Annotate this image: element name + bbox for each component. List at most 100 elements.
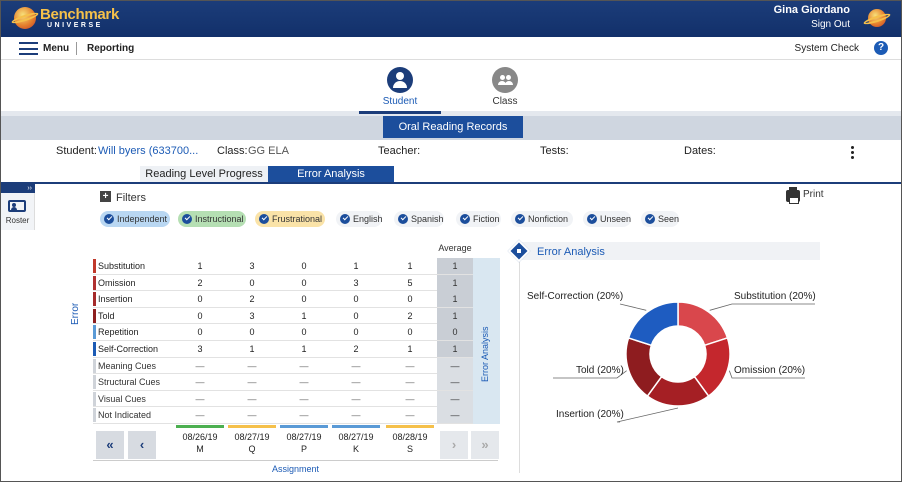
table-row: Repetition 0 0 0 0 0 0 [93, 324, 473, 341]
filter-chip-spanish[interactable]: Spanish [394, 211, 444, 227]
error-analysis-title: Error Analysis [537, 246, 605, 258]
planet-logo-icon [14, 7, 36, 29]
assignment-level: S [406, 444, 413, 454]
hamburger-menu-icon[interactable] [19, 42, 38, 55]
error-count-cell: — [351, 377, 361, 388]
error-type-name: Not Indicated [98, 410, 152, 421]
error-analysis-side-panel[interactable] [473, 258, 500, 424]
error-count-cell: 0 [197, 294, 203, 305]
student-view-toggle[interactable]: Student [370, 67, 430, 107]
filter-chip-nonfiction[interactable]: Nonfiction [511, 211, 573, 227]
logo-subtitle: UNIVERSE [47, 22, 103, 29]
assignment-column[interactable]: 08/27/19 P [280, 425, 328, 454]
table-row: Told 0 3 1 0 2 1 [93, 307, 473, 325]
tab-error-analysis[interactable]: Error Analysis [268, 166, 394, 183]
error-count-cell: 1 [249, 344, 255, 354]
sign-out-link[interactable]: Sign Out [811, 19, 850, 30]
donut-leader-line [728, 370, 805, 379]
error-type-name: Structural Cues [98, 377, 161, 388]
group-icon [492, 67, 518, 93]
error-count-cell: — [247, 410, 257, 421]
assignment-column[interactable]: 08/27/19 K [332, 425, 380, 454]
error-count-cell: — [405, 377, 415, 388]
filter-chip-label: English [353, 214, 383, 224]
assignment-column[interactable]: 08/28/19 S [386, 425, 434, 454]
assignment-level-strip [386, 425, 434, 428]
roster-expand-icon[interactable]: ›› [0, 184, 35, 193]
assignment-axis-line [93, 460, 498, 461]
error-count-cell: 3 [197, 344, 203, 354]
system-check-link[interactable]: System Check [794, 43, 859, 54]
error-count-cell: — [351, 410, 361, 421]
teacher-label[interactable]: Teacher: [378, 145, 421, 157]
error-count-cell: 0 [197, 327, 203, 338]
assignment-column[interactable]: 08/27/19 Q [228, 425, 276, 454]
error-type-color-bar [93, 259, 96, 273]
error-count-cell: — [195, 410, 205, 421]
donut-slice-self-correction[interactable] [627, 301, 679, 347]
filter-chip-frustrational[interactable]: Frustrational [255, 211, 325, 227]
dates-label[interactable]: Dates: [684, 145, 716, 157]
filter-chip-label: Fiction [473, 214, 500, 224]
menu-button[interactable]: Menu [43, 43, 70, 54]
filter-chip-fiction[interactable]: Fiction [456, 211, 501, 227]
last-page-button[interactable]: » [471, 431, 499, 459]
class-view-toggle[interactable]: Class [475, 67, 535, 107]
error-type-color-bar [93, 292, 96, 307]
assignment-level: M [196, 444, 204, 454]
donut-slice-substitution[interactable] [677, 301, 729, 347]
student-toggle-label: Student [382, 96, 418, 107]
table-row: Substitution 1 3 0 1 1 1 [93, 258, 473, 275]
error-count-cell: 3 [353, 277, 359, 288]
error-count-cell: 0 [301, 327, 307, 338]
tab-oral-reading-records[interactable]: Oral Reading Records [383, 116, 523, 138]
next-page-button[interactable]: › [440, 431, 468, 459]
roster-panel[interactable]: ›› Roster [0, 184, 35, 230]
checkmark-icon [587, 214, 597, 224]
assignment-level-strip [332, 425, 380, 428]
help-icon[interactable]: ? [874, 41, 888, 55]
error-count-cell: 0 [249, 327, 255, 338]
tab-reading-level-progress[interactable]: Reading Level Progress [140, 166, 268, 183]
table-row: Meaning Cues — — — — — — [93, 357, 473, 375]
tests-label[interactable]: Tests: [540, 145, 569, 157]
view-toggle-track [0, 111, 902, 116]
benchmark-logo[interactable]: Benchmark UNIVERSE [10, 5, 119, 31]
error-count-cell: 2 [407, 310, 413, 321]
filter-chip-unseen[interactable]: Unseen [583, 211, 631, 227]
previous-page-button[interactable]: ‹ [128, 431, 156, 459]
error-count-cell: — [247, 393, 257, 404]
menu-bar: Menu Reporting System Check ? [0, 37, 902, 60]
average-cell: — [437, 390, 473, 407]
filter-chip-seen[interactable]: Seen [641, 211, 679, 227]
class-value[interactable]: GG ELA [248, 145, 289, 157]
filters-expand-icon[interactable]: + [100, 191, 111, 202]
report-info-row: Student: Will byers (633700... Class: GG… [0, 145, 902, 161]
checkmark-icon [182, 214, 192, 224]
more-options-icon[interactable] [851, 146, 855, 160]
top-bar: Benchmark UNIVERSE Gina Giordano Sign Ou… [0, 0, 902, 37]
table-row: Omission 2 0 0 3 5 1 [93, 274, 473, 292]
menu-divider [76, 42, 77, 55]
donut-leader-line [616, 407, 679, 423]
average-cell: — [437, 357, 473, 374]
error-type-color-bar [93, 408, 96, 423]
filter-chip-english[interactable]: English [336, 211, 383, 227]
assignment-level-strip [228, 425, 276, 428]
filter-chip-label: Instructional [195, 214, 244, 224]
reporting-breadcrumb[interactable]: Reporting [87, 43, 135, 54]
error-analysis-header [520, 242, 820, 260]
student-selector[interactable]: Will byers (633700... [98, 145, 199, 157]
error-count-cell: 0 [353, 294, 359, 305]
filters-label[interactable]: Filters [116, 192, 146, 204]
filter-chip-instructional[interactable]: Instructional [178, 211, 246, 227]
assignment-column[interactable]: 08/26/19 M [176, 425, 224, 454]
checkmark-icon [259, 214, 269, 224]
error-type-color-bar [93, 391, 96, 406]
error-count-cell: — [247, 377, 257, 388]
average-cell: 1 [437, 291, 473, 308]
first-page-button[interactable]: « [96, 431, 124, 459]
filter-chip-independent[interactable]: Independent [100, 211, 170, 227]
user-avatar[interactable] [862, 8, 892, 30]
error-count-cell: — [405, 410, 415, 421]
